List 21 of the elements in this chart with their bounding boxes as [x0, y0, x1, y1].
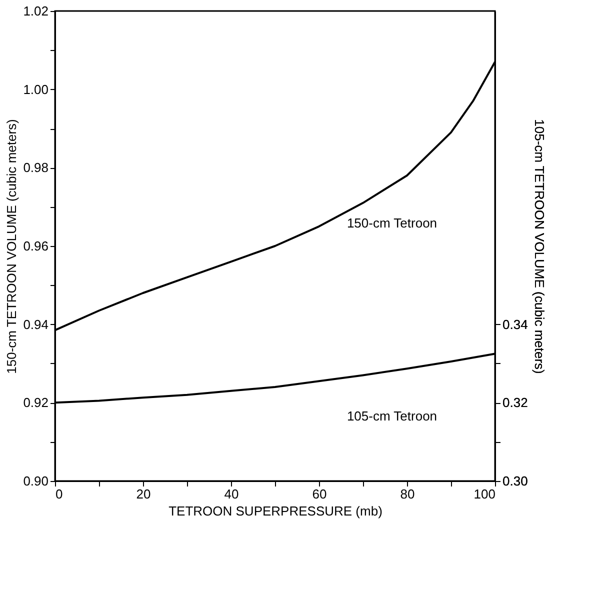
y-tick-label: 0.92 [23, 395, 48, 410]
y2-tick-label: 0.32 [502, 395, 528, 410]
x-tick-label: 100 [474, 486, 496, 502]
annotation: 150-cm Tetroon [346, 216, 438, 230]
y-tick-label: 0.90 [23, 474, 48, 488]
annotation: 105-cm Tetroon [346, 408, 438, 424]
y-tick-label: 1.02 [23, 4, 48, 18]
y-axis-title: 150-cm TETROON VOLUME (cubic meters) [4, 119, 20, 374]
x-tick-label: 60 [312, 486, 327, 502]
y-tick-label: 0.96 [23, 238, 48, 254]
y-tick-label: 0.94 [23, 316, 48, 332]
x-axis-title: TETROON SUPERPRESSURE (mb) [168, 504, 382, 518]
x-tick-label: 80 [400, 486, 415, 502]
x-tick-label: 0 [56, 486, 63, 502]
y2-axis-title: 105-cm TETROON VOLUME (cubic meters) [532, 119, 547, 374]
y-tick-label: 0.98 [23, 160, 48, 176]
y2-tick-label: 0.30 [502, 474, 528, 488]
x-tick-label: 20 [136, 486, 151, 502]
y2-tick-label: 0.34 [502, 316, 528, 332]
y-tick-label: 1.00 [23, 82, 48, 97]
x-tick-label: 40 [224, 486, 239, 502]
